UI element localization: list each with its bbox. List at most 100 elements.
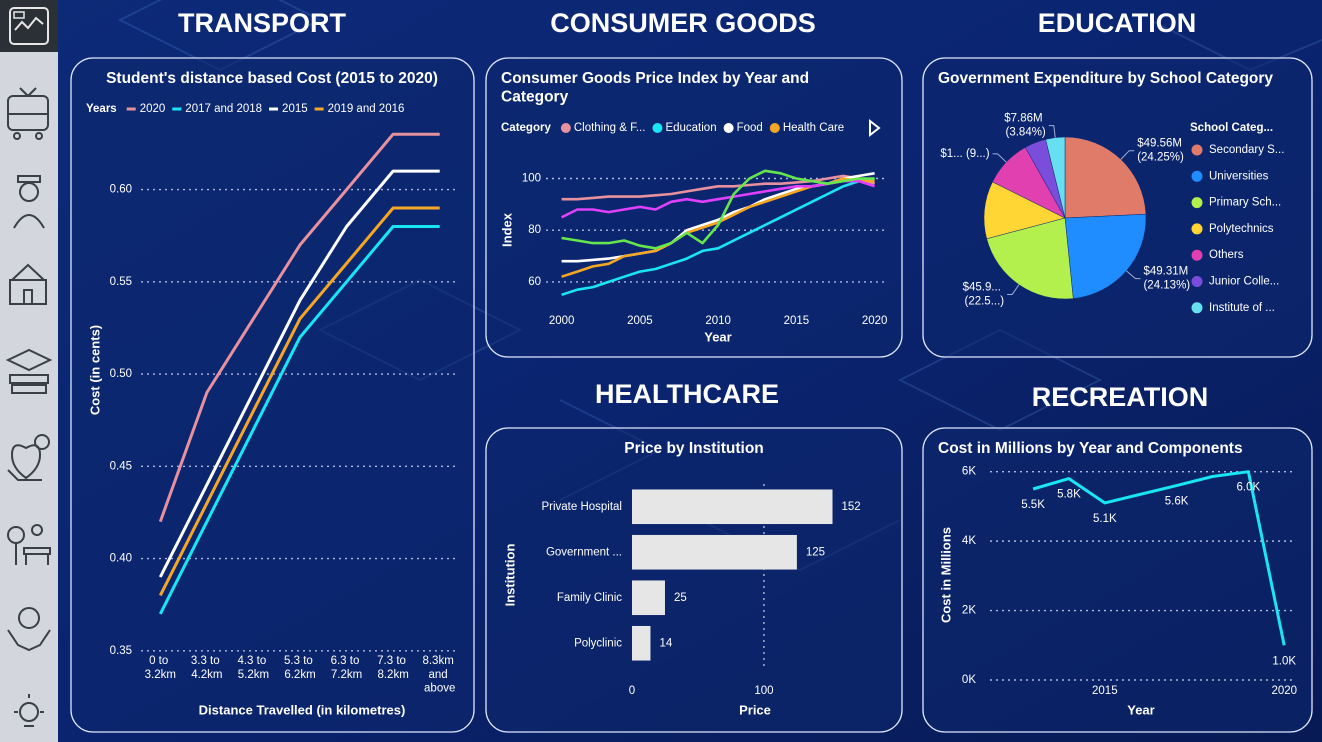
y-tick-label: 80 [528,224,541,236]
legend-label: 2020 [140,103,166,115]
finance-icon[interactable] [7,607,51,652]
y-tick-label: 0.35 [110,645,132,657]
consumer-icon[interactable] [13,175,45,229]
series-line [1032,470,1286,646]
legend-title: School Categ... [1190,122,1273,134]
legend-title: Years [86,103,117,115]
legend-next-arrow[interactable] [869,118,881,138]
section-heading: EDUCATION [1038,8,1197,38]
pie-slice [1064,136,1147,219]
section-heading: CONSUMER GOODS [550,8,816,38]
x-tick-label: 2020 [1271,685,1297,697]
legend-label: Food [737,122,763,134]
text-line: 5.3 to [284,655,316,667]
legend-label: Polytechnics [1209,223,1274,235]
text-line: 7.3 to [377,655,409,667]
x-tick-label: 3.3 to 4.2km [191,655,223,681]
section-heading: TRANSPORT [178,8,347,38]
y-axis-title: Cost in Millions [938,527,953,623]
pie-slice [1045,136,1066,219]
text-line: $49.56M [1137,138,1185,150]
y-tick-label: Government ... [546,546,622,558]
chart-title: Price by Institution [624,440,764,457]
data-label: 6.0K [1237,482,1261,494]
text-line: (3.84%) [1006,127,1046,139]
y-tick-label: 0.45 [110,460,132,472]
education-icon[interactable] [9,263,47,305]
home-icon[interactable] [9,7,49,45]
x-tick-label: 100 [754,685,773,697]
y-tick-label: Polyclinic [574,637,622,649]
text-line: $45.9... [963,282,1005,294]
text-line: Category [501,89,569,106]
legend-label: Education [665,122,716,134]
text-line: $49.31M [1143,266,1191,278]
text-line: 3.3 to [191,655,223,667]
legend-swatch [1191,302,1203,314]
leader-line [992,153,1007,163]
text-line: $1... (9...) [940,148,989,160]
y-tick-label: 60 [528,276,541,288]
healthcare-icon[interactable] [7,434,50,481]
legend-label: Clothing & F... [574,122,646,134]
legend-swatch [560,123,571,133]
series-line [561,179,876,219]
data-label: $49.56M (24.25%) [1137,138,1185,164]
text-line: (24.13%) [1143,280,1190,292]
y-tick-label: 100 [522,173,541,185]
section-heading: RECREATION [1032,382,1209,412]
school-icon[interactable] [5,348,53,394]
legend-swatch [652,123,663,133]
series-line [561,169,875,250]
x-tick-label: 6.3 to 7.2km [331,655,363,681]
y-tick-label: 0.60 [110,184,132,196]
x-tick-label: 2015 [784,315,810,327]
section-heading: HEALTHCARE [595,379,779,409]
recreation-icon[interactable] [7,524,51,565]
legend-swatch [723,123,734,133]
x-tick-label: 4.3 to 5.2km [237,655,269,681]
bar [632,625,651,661]
data-label: $7.86M (3.84%) [1004,113,1046,139]
series-line [158,206,440,597]
text-line: 0 to [149,655,171,667]
text-line: (22.5...) [964,295,1004,307]
x-axis-title: Year [704,329,731,344]
y-tick-label: 0.40 [110,553,132,565]
legend-swatch [1191,249,1203,261]
text-line: 5.2km [238,669,269,681]
y-axis-title: Cost (in cents) [87,325,102,415]
data-label: $49.31M (24.13%) [1143,266,1191,292]
text-line: 8.2km [377,669,408,681]
y-tick-label: Private Hospital [541,501,622,513]
series-line [158,169,440,578]
data-label: 5.5K [1021,499,1045,511]
data-label: $45.9... (22.5...) [963,282,1005,308]
data-label: 5.6K [1165,496,1189,508]
legend-label: Primary Sch... [1209,197,1281,209]
text-line: $7.86M [1004,113,1046,125]
x-axis-title: Year [1127,702,1154,717]
text-line: 6.2km [284,669,315,681]
legend-title: Category [501,122,551,134]
legend-swatch [1191,144,1203,156]
bar [632,534,797,570]
chart-title: Government Expenditure by School Categor… [938,70,1273,87]
legend-swatch [1191,223,1203,235]
x-tick-label: 2010 [705,315,731,327]
data-label: 125 [806,546,825,558]
legend-swatch [1191,197,1203,209]
legend-label: Others [1209,249,1244,261]
bar [632,489,833,525]
y-tick-label: 2K [962,605,976,617]
pie-slice [1064,213,1147,299]
x-tick-label: 2020 [862,315,888,327]
transport-icon[interactable] [7,87,49,140]
x-tick-label: 2000 [549,315,575,327]
y-tick-label: 0.50 [110,368,132,380]
idea-icon[interactable] [14,694,44,727]
pie-slice [986,217,1074,300]
legend-label: Institute of ... [1209,302,1275,314]
x-tick-label: 0 [629,685,635,697]
